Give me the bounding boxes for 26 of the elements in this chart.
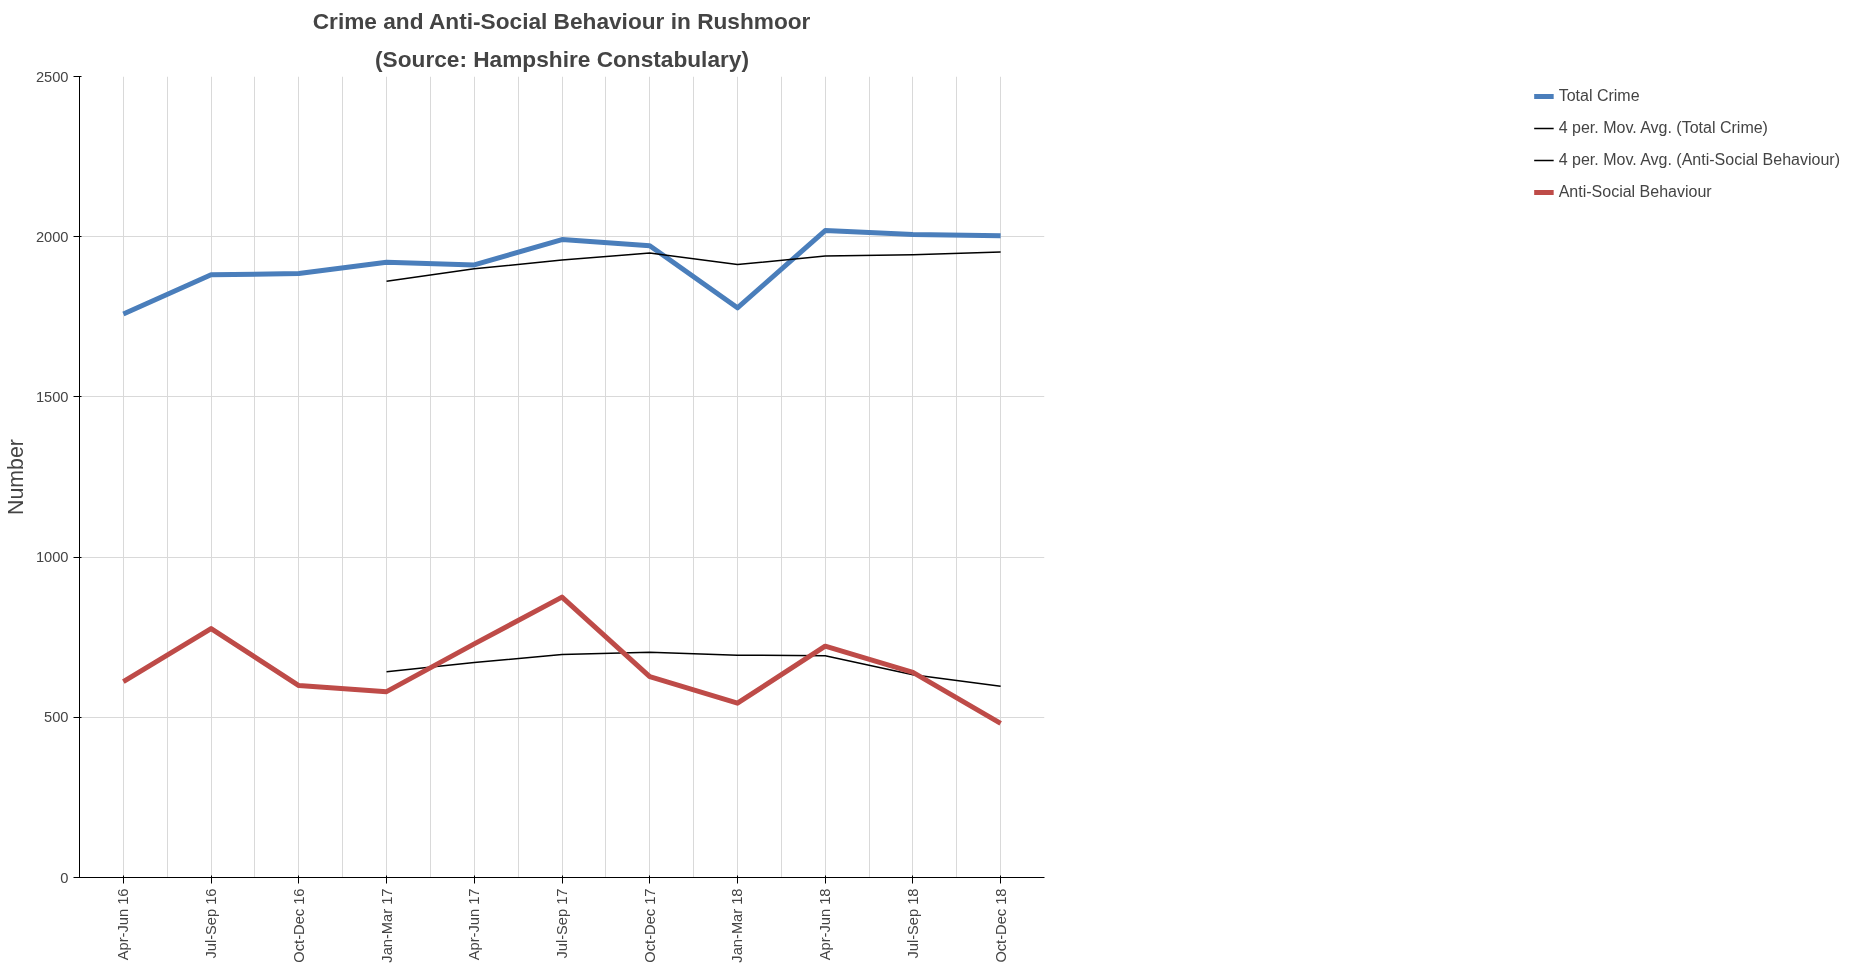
legend-label: 4 per. Mov. Avg. (Anti-Social Behaviour) [1558,151,1840,169]
x-tick-label: Oct-Dec 17 [641,888,658,963]
chart-title: Crime and Anti-Social Behaviour in Rushmoor [312,7,811,34]
x-tick-label: Oct-Dec 18 [992,888,1009,963]
y-tick-label: 1500 [35,388,69,405]
legend-label: Anti-Social Behaviour [1558,183,1712,201]
y-tick-label: 500 [44,709,69,726]
line-series [385,251,1002,282]
line-series [385,651,1002,687]
chart-subtitle: (Source: Hampshire Constabulary) [375,45,749,72]
x-tick-label: Apr-Jun 16 [115,888,132,961]
y-tick-label: 1000 [35,549,69,566]
x-tick-label: Jan-Mar 17 [378,888,395,963]
x-tick-label: Jan-Mar 18 [729,888,746,963]
x-tick-label: Apr-Jun 18 [817,888,834,961]
x-tick-label: Jul-Sep 16 [203,888,220,959]
x-tick-label: Oct-Dec 16 [290,888,307,963]
x-tick-label: Apr-Jun 17 [466,888,483,961]
legend-label: Total Crime [1558,87,1640,105]
y-tick-label: 0 [60,869,69,886]
y-tick-label: 2500 [35,68,69,85]
y-tick-label: 2000 [35,228,69,245]
x-tick-label: Jul-Sep 17 [554,888,570,959]
x-tick-label: Jul-Sep 18 [904,888,921,959]
y-axis-title: Number [3,439,28,515]
legend-label: 4 per. Mov. Avg. (Total Crime) [1558,119,1768,137]
